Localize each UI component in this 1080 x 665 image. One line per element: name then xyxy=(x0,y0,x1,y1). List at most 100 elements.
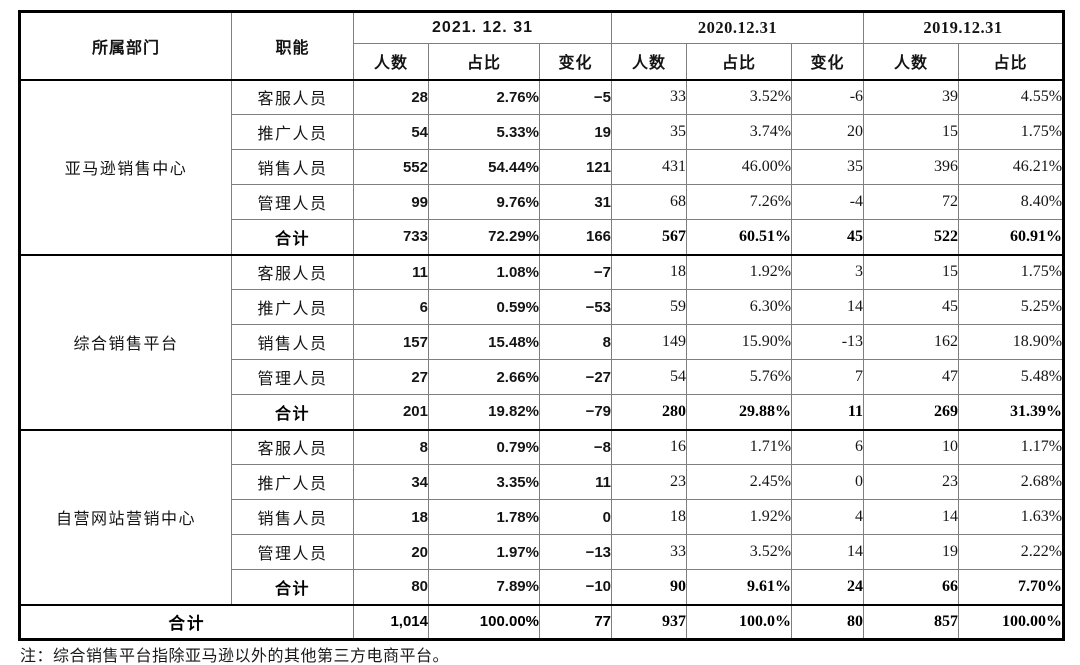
headcount-2019-header: 人数 xyxy=(863,43,960,80)
ratio-2020-cell: 2.45% xyxy=(686,464,793,500)
ratio-2021-cell: 1.97% xyxy=(428,534,540,570)
ratio-2021-cell: 19.82% xyxy=(428,394,540,430)
grand-total-label: 合计 xyxy=(19,603,354,640)
subtotal-row: 合计 733 72.29% 166 567 60.51% 45 522 60.91% xyxy=(20,219,1065,255)
footnote: 注：综合销售平台指除亚马逊以外的其他第三方电商平台。 xyxy=(20,648,450,665)
headcount-2019-cell: 162 xyxy=(863,324,960,360)
change-2020-cell: 45 xyxy=(791,219,865,255)
ratio-2021-cell: 0.59% xyxy=(428,289,540,325)
ratio-2019-cell: 7.70% xyxy=(958,569,1065,605)
period-header-2: 2019.12.31 xyxy=(863,11,1065,44)
change-2021-total-cell: 77 xyxy=(538,603,613,640)
headcount-2021-cell: 201 xyxy=(353,394,429,430)
ratio-2020-cell: 1.92% xyxy=(686,253,793,290)
ratio-2019-cell: 5.25% xyxy=(958,289,1065,325)
headcount-2021-cell: 20 xyxy=(353,534,429,570)
ratio-2019-cell: 46.21% xyxy=(958,149,1065,185)
headcount-2019-cell: 396 xyxy=(863,149,960,185)
change-2020-cell: 7 xyxy=(791,359,865,395)
ratio-2020-cell: 1.92% xyxy=(686,499,793,535)
ratio-2020-cell: 9.61% xyxy=(686,569,793,605)
ratio-2020-cell: 3.74% xyxy=(686,114,793,150)
ratio-2021-cell: 2.66% xyxy=(428,359,540,395)
change-2021-cell: −27 xyxy=(538,359,613,395)
role-header: 职能 xyxy=(231,11,354,80)
ratio-2021-cell: 1.08% xyxy=(428,253,540,290)
headcount-2021-cell: 18 xyxy=(353,499,429,535)
ratio-2021-cell: 72.29% xyxy=(428,219,540,255)
ratio-2019-cell: 18.90% xyxy=(958,324,1065,360)
change-2021-cell: −10 xyxy=(538,569,613,605)
table-row: 推广人员 54 5.33% 19 35 3.74% 20 15 1.75% xyxy=(20,114,1065,150)
ratio-2021-cell: 9.76% xyxy=(428,184,540,220)
change-2020-cell: 14 xyxy=(791,534,865,570)
headcount-2020-cell: 90 xyxy=(611,569,688,605)
change-2020-cell: -4 xyxy=(791,184,865,220)
change-2021-cell: −79 xyxy=(538,394,613,430)
headcount-2019-cell: 23 xyxy=(863,464,960,500)
dept-cell: 综合销售平台 xyxy=(19,253,232,430)
staffing-table: 所属部门 职能 2021. 12. 31 2020.12.31 2019.12.31 人数… xyxy=(18,10,1066,641)
headcount-2019-cell: 45 xyxy=(863,289,960,325)
ratio-2020-cell: 3.52% xyxy=(686,78,793,115)
ratio-2019-cell: 1.17% xyxy=(958,428,1065,465)
change-2021-cell: −13 xyxy=(538,534,613,570)
headcount-2019-cell: 269 xyxy=(863,394,960,430)
headcount-2020-cell: 59 xyxy=(611,289,688,325)
headcount-2021-cell: 157 xyxy=(353,324,429,360)
ratio-2021-header: 占比 xyxy=(428,43,540,80)
table-row: 亚马逊销售中心 客服人员 28 2.76% −5 33 3.52% -6 39 4.55% xyxy=(19,78,1065,255)
ratio-2019-cell: 4.55% xyxy=(958,78,1065,115)
role-cell: 管理人员 xyxy=(231,184,354,220)
table-row: 推广人员 6 0.59% −53 59 6.30% 14 45 5.25% xyxy=(20,289,1065,325)
headcount-2019-cell: 14 xyxy=(863,499,960,535)
role-cell: 管理人员 xyxy=(231,359,354,395)
ratio-2020-cell: 60.51% xyxy=(686,219,793,255)
change-2020-cell: -6 xyxy=(791,78,865,115)
change-2021-cell: 0 xyxy=(538,499,613,535)
table-row: 综合销售平台 客服人员 11 1.08% −7 18 1.92% 3 15 1.75% xyxy=(19,253,1065,430)
role-cell: 合计 xyxy=(231,394,354,430)
ratio-2020-cell: 6.30% xyxy=(686,289,793,325)
ratio-2019-cell: 1.63% xyxy=(958,499,1065,535)
ratio-2020-cell: 7.26% xyxy=(686,184,793,220)
headcount-2020-cell: 149 xyxy=(611,324,688,360)
headcount-2019-cell: 19 xyxy=(863,534,960,570)
dept-cell: 亚马逊销售中心 xyxy=(19,78,232,255)
ratio-2021-cell: 5.33% xyxy=(428,114,540,150)
change-2021-cell: 19 xyxy=(538,114,613,150)
change-2021-cell: 121 xyxy=(538,149,613,185)
headcount-2021-cell: 733 xyxy=(353,219,429,255)
headcount-2019-cell: 72 xyxy=(863,184,960,220)
change-2020-cell: 0 xyxy=(791,464,865,500)
headcount-2021-cell: 99 xyxy=(353,184,429,220)
ratio-2021-cell: 1.78% xyxy=(428,499,540,535)
headcount-2019-cell: 15 xyxy=(863,253,960,290)
ratio-2020-cell: 5.76% xyxy=(686,359,793,395)
ratio-2019-cell: 60.91% xyxy=(958,219,1065,255)
role-cell: 合计 xyxy=(231,569,354,605)
headcount-2020-total-cell: 937 xyxy=(611,603,688,640)
change-2020-cell: 11 xyxy=(791,394,865,430)
change-2020-cell: 35 xyxy=(791,149,865,185)
ratio-2020-cell: 46.00% xyxy=(686,149,793,185)
headcount-2021-cell: 54 xyxy=(353,114,429,150)
grand-total-row: 合计 1,014 100.00% 77 937 100.0% 80 857 100.00% xyxy=(19,603,1065,640)
period-header-1: 2020.12.31 xyxy=(611,11,865,44)
ratio-2020-cell: 3.52% xyxy=(686,534,793,570)
headcount-2021-cell: 80 xyxy=(353,569,429,605)
headcount-2020-cell: 33 xyxy=(611,534,688,570)
headcount-2021-header: 人数 xyxy=(353,43,429,80)
headcount-2020-cell: 68 xyxy=(611,184,688,220)
change-2020-cell: 24 xyxy=(791,569,865,605)
role-cell: 推广人员 xyxy=(231,289,354,325)
headcount-2020-cell: 18 xyxy=(611,499,688,535)
role-cell: 销售人员 xyxy=(231,149,354,185)
headcount-2020-cell: 16 xyxy=(611,428,688,465)
headcount-2019-total-cell: 857 xyxy=(863,603,960,640)
ratio-2019-cell: 8.40% xyxy=(958,184,1065,220)
change-2021-cell: −7 xyxy=(538,253,613,290)
role-cell: 推广人员 xyxy=(231,464,354,500)
role-cell: 销售人员 xyxy=(231,499,354,535)
